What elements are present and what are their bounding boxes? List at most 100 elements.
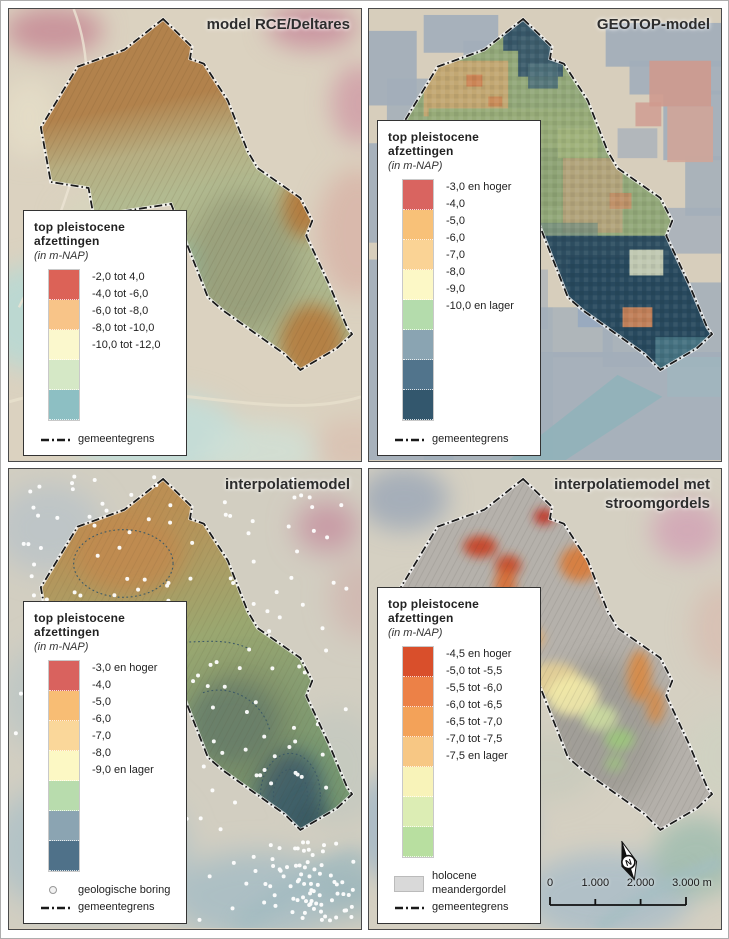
boring-dot (218, 827, 223, 832)
boring-dot (70, 481, 75, 486)
legend-extra-line: gemeentegrens (388, 433, 530, 447)
scale-bar-line (549, 897, 687, 906)
panel-geotop: GEOTOP-model top pleistocene afzettingen… (368, 8, 722, 462)
legend-swatch (49, 690, 79, 721)
boring-dot (214, 660, 219, 665)
boring-dot (165, 583, 170, 588)
legend-box: top pleistocene afzettingen (in m-NAP) -… (23, 210, 187, 456)
boring-dot (87, 514, 92, 519)
legend-class-label: -6,0 (446, 232, 465, 245)
boring-dot (299, 872, 304, 877)
legend-class-label: -5,0 tot -5,5 (446, 664, 503, 677)
boring-dot (309, 899, 314, 904)
boring-dot (301, 848, 306, 853)
panel-rce-deltares: model RCE/Deltares top pleistocene afzet… (8, 8, 362, 462)
boring-dot (311, 906, 316, 911)
boring-dot (299, 493, 304, 498)
legend-subtitle: (in m-NAP) (34, 250, 89, 263)
boring-dot (231, 860, 236, 865)
legend-extra-line: gemeentegrens (34, 901, 176, 915)
boring-dot (258, 773, 263, 778)
boring-dot (70, 487, 75, 492)
boring-dot (228, 513, 233, 518)
boring-dot (291, 896, 296, 901)
boring-dot (274, 590, 279, 595)
meandergordel-swatch (394, 875, 424, 892)
boring-dot (289, 575, 294, 580)
boring-dot (251, 559, 256, 564)
boring-dot (92, 478, 97, 483)
boring-dot (310, 853, 315, 857)
boring-dot (322, 843, 326, 848)
boring-dot (262, 767, 267, 772)
scale-bar: 0 1.000 2.000 3.000 m (545, 877, 712, 911)
boring-dot (136, 587, 141, 592)
boring-dot (263, 882, 268, 887)
boring-dot (244, 881, 249, 886)
boring-dot (208, 662, 213, 667)
boring-dot (72, 590, 77, 595)
legend-extra-label: geologische boring (78, 883, 171, 896)
boring-dot (168, 503, 173, 508)
legend-class-label: -4,5 en hoger (446, 647, 512, 660)
panel-stroomgordels: interpolatiemodel met stroomgordels N 0 1… (368, 468, 722, 930)
legend-class-label: -3,0 en hoger (92, 661, 158, 674)
boring-dot (295, 898, 300, 903)
boundary-line-icon (41, 906, 73, 910)
legend-class-label: -4,0 (446, 198, 465, 211)
boring-dot (277, 615, 282, 620)
panel-title: interpolatiemodel (224, 476, 350, 493)
boring-dot (293, 739, 298, 744)
boring-dot (315, 882, 320, 887)
legend-swatch (403, 180, 433, 211)
legend-extra-line: gemeentegrens (34, 433, 176, 447)
legend-extra-box: holocene meandergordel (388, 870, 530, 898)
boring-dot (297, 664, 302, 669)
boring-dot (55, 515, 60, 520)
boring-dot (320, 752, 325, 757)
legend-class-label: -3,0 en hoger (446, 181, 512, 194)
legend-swatch (49, 810, 79, 841)
panel-title: model RCE/Deltares (206, 16, 350, 33)
boring-dot (334, 882, 339, 887)
boring-dot (262, 734, 267, 739)
boring-dot (328, 873, 333, 878)
boring-dot (320, 849, 325, 854)
legend-class-label: -5,0 (446, 215, 465, 228)
boring-dot (336, 486, 341, 491)
boring-dot (343, 707, 348, 712)
boring-dot (288, 884, 293, 889)
boring-dot (78, 593, 83, 598)
boring-dot (230, 906, 235, 911)
boring-dot (44, 597, 49, 602)
boring-dot (38, 546, 43, 551)
boring-dot (31, 593, 36, 598)
boring-dot (188, 576, 193, 581)
legend-subtitle: (in m-NAP) (388, 626, 443, 639)
legend-swatch (49, 720, 79, 751)
north-label: N (624, 857, 633, 868)
legend-box: top pleistocene afzettingen (in m-NAP) -… (377, 586, 541, 924)
boring-dot (251, 601, 256, 606)
legend-extra-label: gemeentegrens (432, 433, 509, 446)
boring-dot (272, 754, 277, 759)
boring-dot (285, 865, 289, 870)
boring-dot (112, 593, 117, 598)
boring-dot (308, 891, 313, 896)
legend-class-label: -7,0 (92, 729, 111, 742)
boring-dot (344, 586, 349, 591)
boring-dot (311, 528, 316, 533)
boring-dot (220, 750, 225, 755)
legend-class-label: -6,0 tot -6,5 (446, 698, 503, 711)
boring-dot (237, 666, 242, 671)
boring-dot (270, 857, 275, 862)
legend-class-label: -2,0 tot 4,0 (92, 271, 145, 284)
boring-dot (37, 484, 42, 489)
scale-bar-label: 1.000 (581, 877, 610, 889)
boring-dot (334, 841, 339, 846)
boring-dot (309, 888, 314, 893)
boring-dot (268, 884, 273, 889)
boring-dot (251, 854, 256, 859)
boring-dot (307, 903, 312, 907)
boring-dot (191, 679, 196, 684)
